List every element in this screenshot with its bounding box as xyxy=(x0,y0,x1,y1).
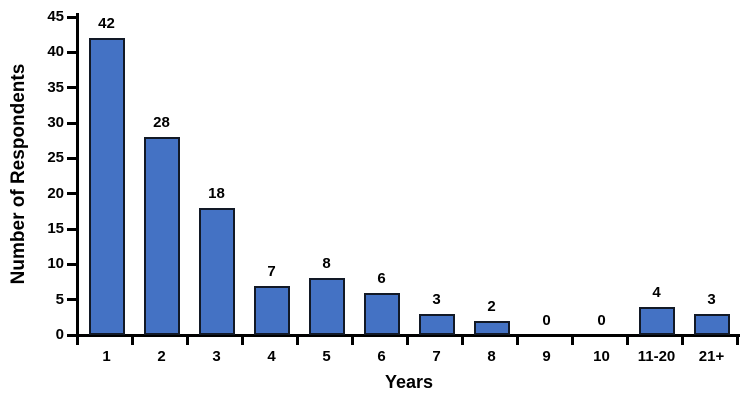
x-tick-label: 6 xyxy=(377,348,386,365)
bar xyxy=(143,137,180,335)
x-tick-label: 4 xyxy=(267,348,276,365)
x-tick-label: 21+ xyxy=(698,348,725,365)
y-axis-tick xyxy=(67,86,76,90)
y-axis-tick xyxy=(67,121,76,125)
y-axis-tick xyxy=(67,15,76,19)
y-tick-label: 0 xyxy=(55,326,64,343)
bar-value-label: 18 xyxy=(208,184,225,202)
bar-value-label: 42 xyxy=(98,15,115,33)
bar xyxy=(693,313,730,335)
bar-value-label: 7 xyxy=(267,262,276,280)
x-tick-label: 9 xyxy=(542,348,551,365)
y-tick-label: 45 xyxy=(47,8,64,25)
bar xyxy=(638,306,675,335)
bar xyxy=(253,285,290,335)
y-axis-tick xyxy=(67,192,76,196)
y-axis-tick xyxy=(67,333,76,337)
bar xyxy=(363,292,400,335)
bar-value-label: 0 xyxy=(597,312,606,329)
y-tick-label: 35 xyxy=(47,78,64,96)
y-tick-label: 5 xyxy=(55,290,64,308)
bar xyxy=(418,313,455,335)
x-axis-tick xyxy=(76,337,79,345)
y-axis-title: Number of Respondents xyxy=(8,63,29,285)
x-tick-label: 2 xyxy=(157,348,166,365)
bar-value-label: 28 xyxy=(153,114,170,132)
bar xyxy=(473,320,510,335)
y-tick-label: 25 xyxy=(47,149,64,167)
x-axis-tick xyxy=(351,337,354,345)
bar xyxy=(198,207,235,335)
y-axis-tick xyxy=(67,298,76,302)
bar-value-label: 8 xyxy=(322,255,331,273)
bar xyxy=(88,38,125,335)
bar-value-label: 3 xyxy=(432,290,441,308)
x-axis-tick xyxy=(406,337,409,345)
x-axis-title: Years xyxy=(384,372,434,392)
x-tick-label: 11-20 xyxy=(637,348,676,365)
bar-value-label: 0 xyxy=(542,312,551,329)
x-tick-label: 3 xyxy=(212,348,221,365)
x-axis-tick xyxy=(461,337,464,345)
x-axis-tick xyxy=(516,337,519,345)
bar-value-label: 3 xyxy=(707,290,716,308)
x-tick-label: 8 xyxy=(487,348,496,365)
y-tick-label: 10 xyxy=(47,255,64,273)
x-axis-tick xyxy=(296,337,299,345)
y-tick-label: 15 xyxy=(47,220,64,237)
x-axis-tick xyxy=(681,337,684,345)
x-axis-line xyxy=(76,334,740,337)
x-axis-tick xyxy=(131,337,134,345)
x-axis-tick xyxy=(186,337,189,345)
x-axis-tick xyxy=(571,337,574,345)
bar-value-label: 2 xyxy=(487,297,496,315)
y-axis-tick xyxy=(67,156,76,160)
y-tick-label: 40 xyxy=(47,43,64,61)
y-axis-tick xyxy=(67,50,76,54)
x-axis-tick xyxy=(736,337,739,345)
y-axis-tick xyxy=(67,262,76,266)
y-axis-tick xyxy=(67,227,76,231)
x-axis-tick xyxy=(626,337,629,345)
y-tick-label: 30 xyxy=(47,114,64,131)
bar-value-label: 6 xyxy=(377,269,386,287)
bar-value-label: 4 xyxy=(652,283,661,301)
x-tick-label: 10 xyxy=(593,348,610,365)
x-tick-label: 7 xyxy=(432,348,441,365)
x-tick-label: 5 xyxy=(322,348,331,365)
x-axis-tick xyxy=(241,337,244,345)
x-tick-label: 1 xyxy=(102,348,111,365)
y-axis-line xyxy=(76,13,79,337)
y-tick-label: 20 xyxy=(47,184,64,202)
bar xyxy=(308,278,345,335)
